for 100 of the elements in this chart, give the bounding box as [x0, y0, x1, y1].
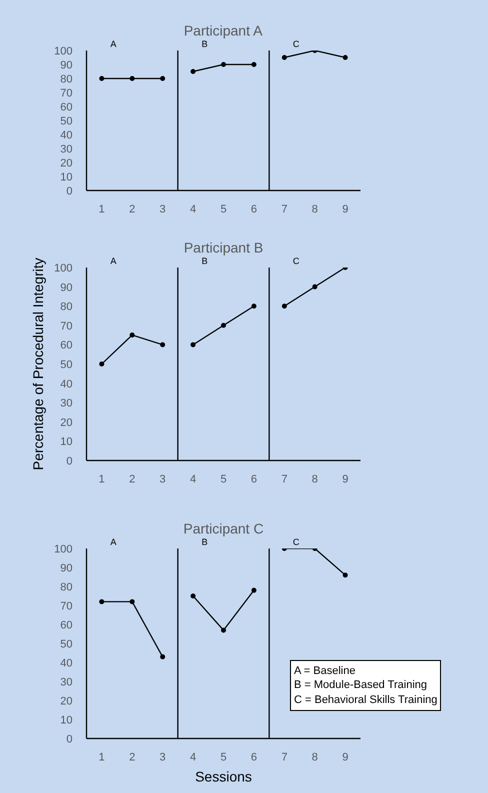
point — [342, 55, 348, 60]
y-tick-label: 80 — [60, 582, 73, 594]
y-tick-label: 90 — [60, 282, 73, 294]
point — [251, 62, 256, 67]
point — [251, 304, 256, 309]
text: C — [292, 256, 300, 266]
x-tick-label: 2 — [129, 752, 136, 764]
y-tick-label: 40 — [60, 378, 73, 390]
x-tick-label: 3 — [160, 474, 166, 486]
text: A — [109, 537, 118, 547]
point — [99, 76, 104, 81]
x-tick-label: 6 — [250, 204, 258, 216]
x-tick-label: 3 — [160, 204, 166, 216]
point — [312, 284, 318, 290]
y-tick-label: 10 — [60, 172, 73, 184]
y-tick-label: 60 — [60, 340, 73, 352]
annotation: A = Baseline — [294, 665, 356, 677]
y-tick-label: 100 — [54, 46, 73, 58]
point — [99, 362, 104, 366]
y-tick-label: 90 — [60, 562, 73, 574]
text: C — [292, 537, 300, 547]
y-tick-label: 40 — [60, 130, 73, 142]
text: A — [109, 39, 118, 49]
point — [130, 599, 135, 604]
x-tick-label: 5 — [220, 204, 227, 216]
chart-title: Participant A — [184, 22, 264, 38]
y-tick-label: 60 — [60, 102, 73, 114]
y-tick-label: 0 — [66, 734, 73, 746]
x-tick-label: 8 — [312, 752, 318, 764]
x-tick-label: 6 — [250, 474, 258, 486]
x-tick-label: 8 — [312, 474, 318, 486]
point — [99, 599, 104, 604]
y-tick-label: 30 — [60, 676, 73, 688]
y-axis-title: Percentage of Procedural Integrity — [30, 258, 46, 470]
text: A — [109, 256, 118, 266]
y-tick-label: 30 — [60, 398, 73, 410]
text: B — [200, 537, 209, 547]
text: C — [292, 39, 300, 49]
y-tick-label: 40 — [60, 658, 73, 670]
annotation: C = Behavioral Skills Training — [294, 694, 438, 706]
x-tick-label: 9 — [342, 474, 348, 486]
chart-title: Participant B — [184, 240, 264, 256]
text: B — [200, 39, 209, 49]
point — [190, 594, 196, 598]
point — [342, 572, 348, 578]
y-tick-label: 20 — [60, 696, 73, 708]
y-tick-label: 0 — [66, 186, 73, 198]
point — [130, 76, 135, 81]
x-tick-label: 6 — [250, 752, 258, 764]
point — [160, 76, 166, 81]
y-tick-label: 90 — [60, 60, 73, 72]
y-tick-label: 50 — [60, 638, 73, 650]
x-tick-label: 5 — [220, 752, 227, 764]
point — [282, 55, 287, 60]
x-tick-label: 2 — [129, 204, 136, 216]
point — [221, 628, 226, 633]
point — [160, 654, 166, 660]
x-tick-label: 3 — [160, 752, 166, 764]
x-axis-title: Sessions — [195, 768, 252, 784]
point — [130, 332, 135, 338]
y-tick-label: 50 — [60, 359, 73, 371]
point — [190, 69, 196, 74]
x-tick-label: 1 — [98, 204, 105, 216]
chart-title: Participant C — [183, 520, 264, 536]
y-tick-label: 70 — [60, 600, 73, 612]
text: B — [200, 256, 209, 266]
y-tick-label: 80 — [60, 301, 73, 314]
y-tick-label: 100 — [54, 262, 73, 274]
y-tick-label: 30 — [60, 144, 73, 156]
y-tick-label: 20 — [60, 158, 73, 170]
y-tick-label: 60 — [60, 620, 73, 632]
point — [160, 342, 166, 348]
x-tick-label: 5 — [220, 474, 227, 486]
x-tick-label: 4 — [190, 752, 196, 764]
y-tick-label: 100 — [54, 544, 73, 556]
x-tick-label: 1 — [98, 474, 105, 486]
x-tick-label: 8 — [312, 204, 318, 216]
point — [282, 304, 287, 309]
y-tick-label: 20 — [60, 416, 73, 429]
x-tick-label: 4 — [190, 204, 196, 216]
y-tick-label: 80 — [60, 74, 73, 86]
annotation: B = Module-Based Training — [294, 679, 427, 692]
x-tick-label: 9 — [342, 204, 348, 216]
x-tick-label: 7 — [281, 752, 288, 764]
y-tick-label: 70 — [60, 88, 73, 100]
y-tick-label: 0 — [66, 456, 73, 468]
x-tick-label: 7 — [281, 204, 288, 216]
y-tick-label: 10 — [60, 436, 73, 448]
y-tick-label: 70 — [60, 320, 73, 332]
x-tick-label: 2 — [129, 474, 136, 486]
y-tick-label: 10 — [60, 714, 73, 726]
point — [190, 342, 196, 348]
point — [221, 62, 226, 67]
x-tick-label: 1 — [98, 752, 105, 764]
x-tick-label: 9 — [342, 752, 348, 764]
x-tick-label: 7 — [281, 474, 288, 486]
y-tick-label: 50 — [60, 116, 73, 128]
point — [251, 588, 256, 593]
point — [221, 322, 226, 328]
x-tick-label: 4 — [190, 474, 196, 486]
